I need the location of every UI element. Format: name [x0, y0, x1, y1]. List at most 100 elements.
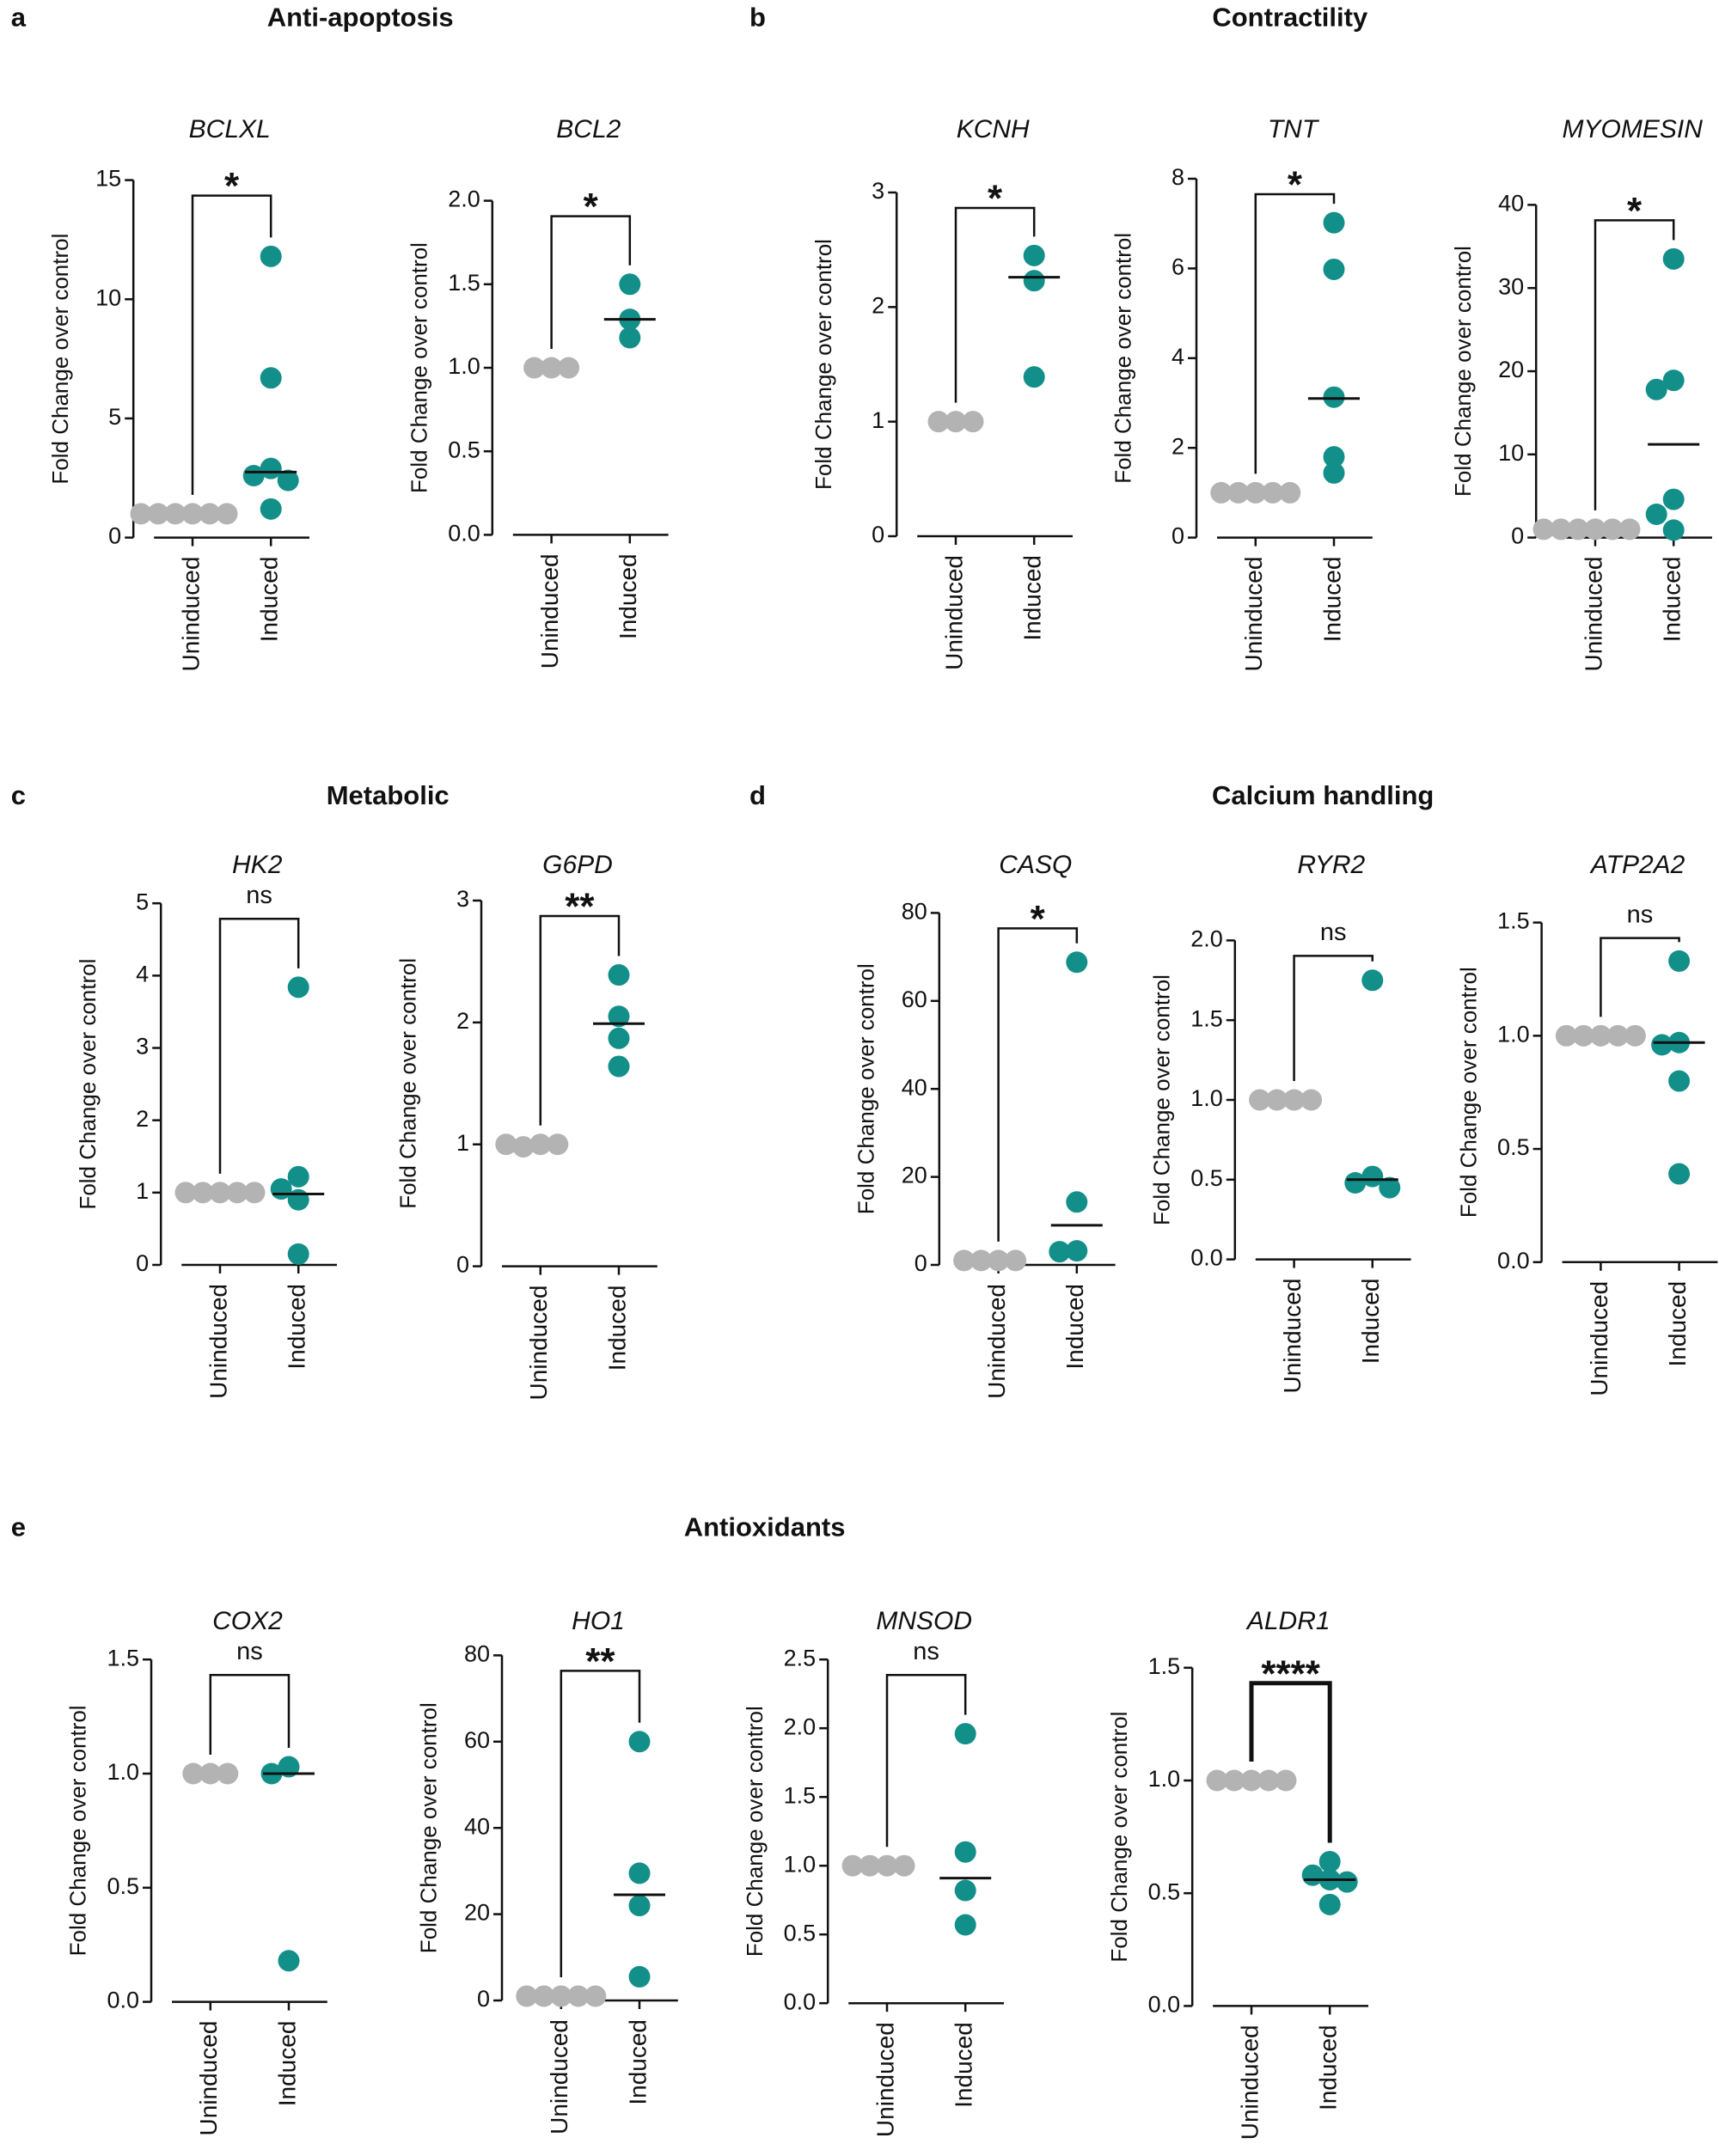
data-point — [1240, 1769, 1263, 1792]
data-point — [164, 503, 187, 525]
data-point — [181, 503, 204, 525]
data-point — [1532, 518, 1555, 541]
significance-label: **** — [1261, 1652, 1320, 1695]
data-point — [1344, 1172, 1367, 1194]
y-tick-label: 80 — [464, 1641, 490, 1667]
significance-bracket — [885, 1673, 967, 1848]
x-tick-label: Uninduced — [1240, 557, 1267, 672]
data-point — [988, 1249, 1010, 1272]
y-tick-label: 0 — [477, 1986, 490, 2012]
y-tick-label: 40 — [464, 1813, 490, 1839]
data-point — [619, 273, 641, 296]
data-point — [199, 503, 221, 525]
y-tick-label: 0 — [1511, 523, 1524, 549]
significance-label: ns — [1320, 919, 1347, 946]
data-point — [1668, 1163, 1691, 1185]
y-tick-label: 15 — [95, 166, 121, 192]
data-point — [1336, 1871, 1358, 1893]
data-point — [1066, 951, 1088, 974]
data-point — [1266, 1089, 1288, 1111]
x-tick-label: Uninduced — [1236, 2025, 1263, 2140]
section-title: Contractility — [1212, 3, 1368, 33]
section-title: Calcium handling — [1212, 780, 1434, 810]
data-point — [1223, 1769, 1245, 1792]
y-tick-label: 8 — [1171, 164, 1184, 190]
y-tick-label: 5 — [108, 404, 121, 430]
y-tick-label: 0.5 — [448, 437, 480, 462]
significance-bracket — [1249, 1681, 1332, 1843]
y-tick-label: 0.5 — [1148, 1878, 1181, 1904]
y-axis-label: Fold Change over control — [1110, 233, 1136, 484]
y-tick-label: 2 — [136, 1106, 149, 1132]
data-point — [954, 1723, 976, 1745]
y-tick-label: 20 — [464, 1900, 490, 1926]
y-tick-label: 4 — [136, 961, 149, 986]
data-point — [558, 357, 580, 379]
data-point — [1550, 518, 1572, 541]
panel-letter: e — [11, 1512, 26, 1542]
data-point — [1323, 446, 1345, 468]
data-point — [1206, 1769, 1228, 1792]
significance-bracket — [209, 1673, 291, 1755]
significance-bracket — [1594, 219, 1675, 510]
data-point — [199, 1762, 222, 1785]
data-point — [147, 503, 169, 525]
y-tick-label: 30 — [1498, 273, 1524, 299]
x-tick-label: Induced — [1019, 555, 1046, 641]
y-tick-label: 1.0 — [1497, 1021, 1530, 1047]
chart-title: COX2 — [212, 1607, 283, 1635]
y-tick-label: 1.5 — [784, 1782, 817, 1808]
data-point — [954, 1914, 976, 1936]
data-point — [287, 1165, 309, 1188]
chart-title: RYR2 — [1297, 851, 1365, 879]
y-tick-label: 2.0 — [448, 186, 480, 212]
data-point — [1279, 481, 1301, 504]
chart-title: KCNH — [957, 115, 1030, 144]
data-point — [550, 1985, 572, 2007]
data-point — [1662, 370, 1685, 392]
y-tick-label: 2 — [456, 1008, 469, 1034]
data-point — [954, 1841, 976, 1863]
x-tick-label: Induced — [1315, 2025, 1342, 2110]
x-tick-label: Uninduced — [1586, 1281, 1612, 1396]
data-point — [1361, 969, 1384, 992]
y-tick-label: 1.0 — [448, 353, 480, 379]
chart-title: ALDR1 — [1245, 1607, 1331, 1635]
x-tick-label: Induced — [284, 1284, 310, 1370]
data-point — [260, 498, 282, 520]
y-tick-label: 0.0 — [1497, 1248, 1530, 1273]
y-tick-label: 1.5 — [107, 1645, 139, 1670]
significance-bracket — [1293, 955, 1374, 1081]
data-point — [567, 1985, 590, 2007]
y-tick-label: 60 — [902, 986, 927, 1012]
data-point — [628, 1965, 651, 1988]
section-title: Anti-apoptosis — [267, 3, 454, 33]
x-tick-label: Uninduced — [525, 1286, 552, 1401]
data-point — [516, 1985, 538, 2007]
x-tick-label: Induced — [624, 2019, 651, 2105]
y-tick-label: 6 — [1171, 254, 1184, 280]
data-point — [1323, 258, 1345, 280]
chart-title: BCLXL — [189, 115, 271, 144]
data-point — [277, 469, 299, 492]
x-tick-label: Induced — [1357, 1279, 1384, 1365]
significance-label: ns — [236, 1638, 263, 1665]
y-axis-label: Fold Change over control — [742, 1706, 768, 1957]
data-point — [608, 1027, 630, 1049]
y-tick-label: 2.5 — [784, 1645, 817, 1670]
data-point — [1584, 518, 1606, 541]
y-axis-label: Fold Change over control — [65, 1705, 91, 1956]
y-tick-label: 0.5 — [107, 1873, 139, 1899]
y-tick-label: 1.5 — [1497, 908, 1530, 934]
data-point — [1323, 386, 1345, 408]
y-tick-label: 2.0 — [784, 1713, 817, 1739]
y-axis-label: Fold Change over control — [75, 959, 101, 1210]
data-point — [287, 1243, 309, 1265]
panel-letter: a — [11, 3, 27, 33]
data-point — [182, 1762, 205, 1785]
x-tick-label: Uninduced — [536, 553, 563, 669]
data-point — [1572, 1024, 1594, 1047]
data-point — [216, 503, 238, 525]
x-tick-label: Induced — [951, 2022, 977, 2108]
y-tick-label: 2 — [872, 292, 884, 318]
